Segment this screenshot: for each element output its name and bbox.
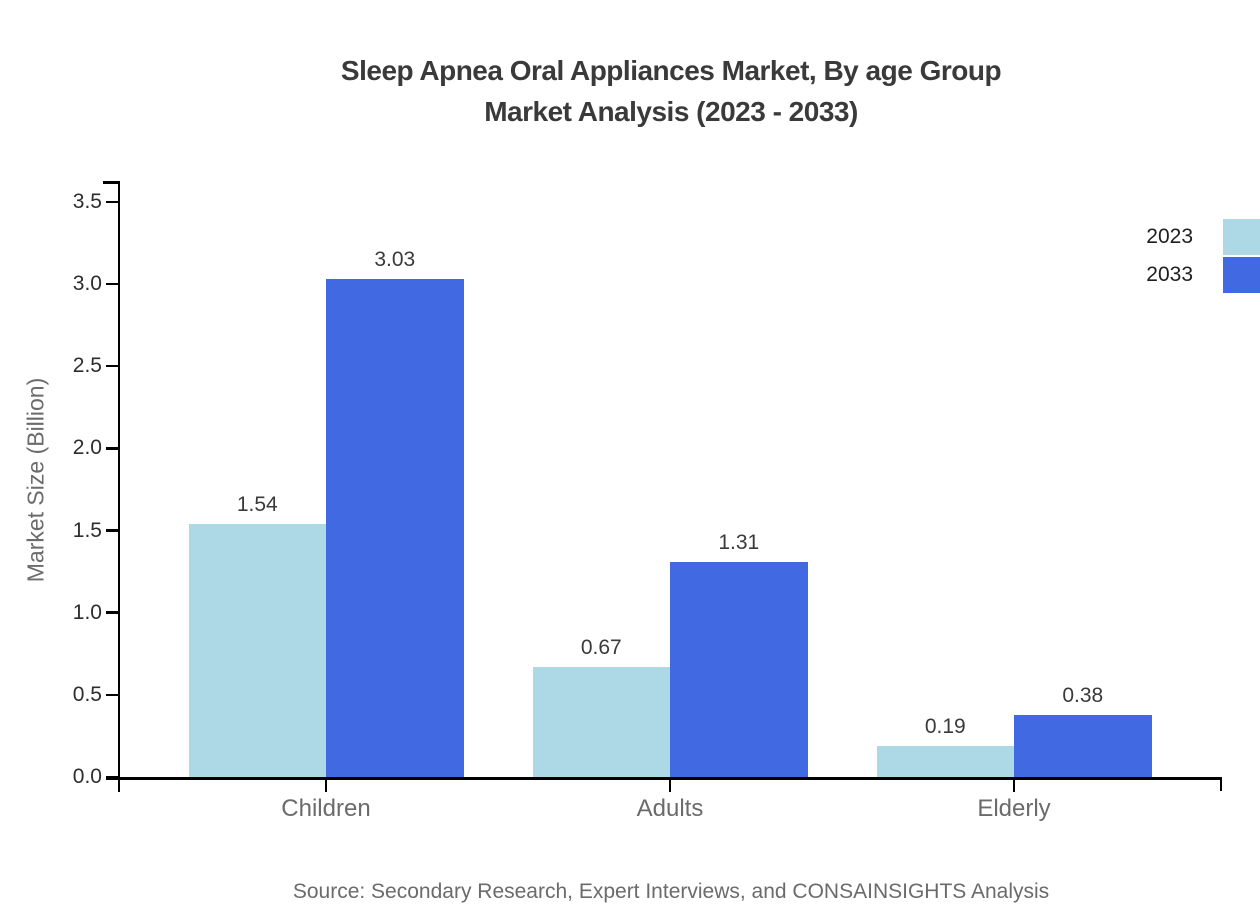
x-tick-elderly <box>1012 779 1016 792</box>
x-tick-adults <box>668 779 672 792</box>
y-tick-1.0 <box>106 611 120 614</box>
bar-2033-adults <box>670 561 808 777</box>
x-category-label-children: Children <box>281 795 371 822</box>
bar-2033-elderly <box>1014 714 1152 777</box>
value-label-2033-children: 3.03 <box>374 248 416 272</box>
value-label-2033-adults: 1.31 <box>718 530 760 554</box>
x-axis-right-cap <box>1219 777 1222 791</box>
chart-title-line1: Sleep Apnea Oral Appliances Market, By a… <box>340 55 1002 86</box>
value-label-2023-elderly: 0.19 <box>924 714 966 738</box>
chart-title-line2: Market Analysis (2023 - 2033) <box>484 96 858 127</box>
value-label-2033-elderly: 0.38 <box>1062 683 1104 707</box>
y-tick-2.5 <box>106 364 120 368</box>
chart-title: Sleep Apnea Oral Appliances Market, By a… <box>120 50 1222 132</box>
y-tick-label-3.5: 3.5 <box>72 189 102 213</box>
legend-swatch-2033 <box>1223 257 1260 293</box>
x-axis-spine <box>106 777 1222 780</box>
x-tick-children <box>324 779 328 792</box>
y-axis-spine <box>117 181 120 792</box>
y-tick-label-0.5: 0.5 <box>72 682 102 706</box>
y-tick-3.0 <box>106 282 120 286</box>
value-label-2023-children: 1.54 <box>236 492 278 516</box>
legend-label-2023: 2023 <box>1146 225 1193 248</box>
y-tick-label-3.0: 3.0 <box>72 272 102 295</box>
source-note: Source: Secondary Research, Expert Inter… <box>292 880 1050 903</box>
y-tick-label-1.0: 1.0 <box>72 600 102 624</box>
legend-label-2033: 2033 <box>1146 263 1193 286</box>
y-tick-label-1.5: 1.5 <box>72 518 102 542</box>
legend-item-2033: 2033 <box>1146 257 1260 293</box>
legend-item-2023: 2023 <box>1146 219 1260 255</box>
bar-2023-adults <box>532 666 670 777</box>
y-axis-title: Market Size (Billion) <box>22 377 49 583</box>
y-tick-label-2.0: 2.0 <box>72 436 102 460</box>
y-tick-0.5 <box>106 693 120 697</box>
y-axis-top-cap <box>103 181 120 184</box>
legend-swatch-2023 <box>1223 219 1260 255</box>
y-tick-2.0 <box>106 447 120 450</box>
y-tick-label-0.0: 0.0 <box>72 765 102 788</box>
x-category-label-elderly: Elderly <box>977 795 1051 822</box>
y-tick-label-2.5: 2.5 <box>72 354 102 378</box>
bar-2033-children <box>326 279 464 777</box>
value-label-2023-adults: 0.67 <box>580 635 622 659</box>
y-tick-3.5 <box>106 200 120 204</box>
bar-2023-elderly <box>876 745 1014 777</box>
bar-2023-children <box>188 523 326 777</box>
legend: 2023 2033 <box>1146 219 1260 295</box>
x-category-label-adults: Adults <box>636 795 704 822</box>
y-tick-1.5 <box>106 529 120 532</box>
